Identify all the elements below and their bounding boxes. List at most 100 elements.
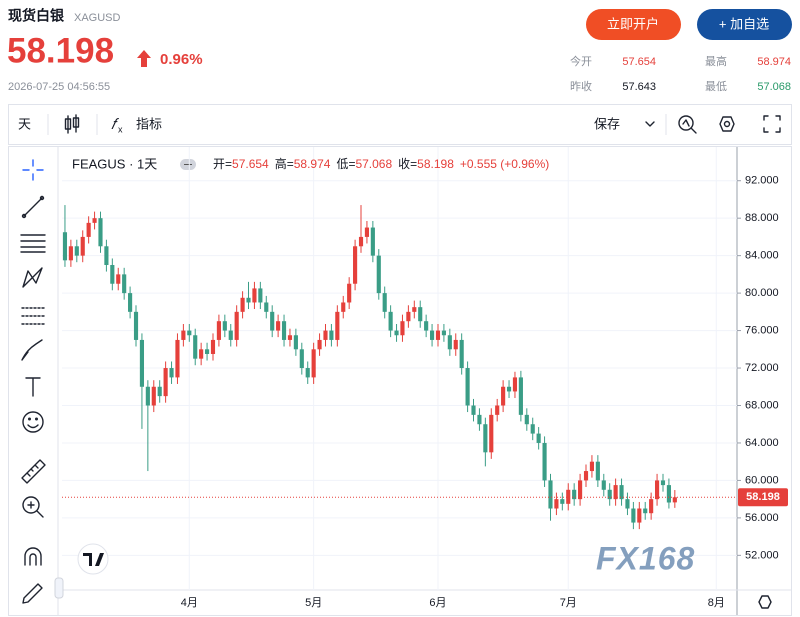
candle-body [175,339,180,378]
candle-body [589,461,595,472]
legend-change: +0.555 (+0.96%) [460,157,549,171]
candle-body [80,236,85,256]
legend-value: 57.068 [355,157,392,171]
candle-body [406,311,411,322]
candle-body [299,349,304,369]
y-tick-label: 76.000 [745,324,779,336]
candle-body [459,339,464,369]
indicators[interactable]: 指标 [136,116,162,131]
candle-body [347,283,352,303]
y-tick-label: 84.000 [745,250,779,262]
candle-body [199,349,204,359]
y-tick-label: 60.000 [745,474,779,486]
candle-body [216,321,221,340]
legend-value: 58.974 [294,157,331,171]
candle-body [501,386,506,406]
open-account-button[interactable] [586,9,681,40]
fx-icon-sub[interactable]: x [118,124,123,134]
fx-icon[interactable]: 𝑓 [111,116,120,133]
watchlist-label[interactable]: + 加自选 [719,16,769,31]
candle-body [495,405,500,415]
drawing-tools[interactable] [20,159,46,604]
y-tick-label: 92.000 [745,175,779,187]
legend-label: 开= [213,157,232,171]
save-menu[interactable] [645,121,655,127]
candle-body [110,265,115,284]
candle-body [388,311,393,331]
candle-body [654,480,660,500]
candle-body [104,246,109,266]
candle-body [181,330,186,340]
open-account-label[interactable]: 立即开户 [607,16,659,31]
candle-body [400,321,405,336]
candle-body [317,339,322,350]
candle-body [74,246,79,256]
candle-body [672,497,677,503]
candle-body [92,218,97,223]
x-tick-label: 7月 [560,597,577,609]
candle-body [566,489,571,504]
candle-body [270,311,275,331]
candle-body [465,368,470,406]
settings-icon-center[interactable] [723,120,731,128]
candle-body [477,414,482,425]
candle-body [341,302,346,312]
settings-icon[interactable] [719,116,735,132]
candle-body [151,386,156,406]
alert-icon[interactable] [678,115,697,134]
last-price-box [738,488,788,507]
candle-body [548,480,553,509]
legend-value: 58.198 [417,157,454,171]
candle-body [122,274,127,294]
save[interactable]: 保存 [594,116,620,131]
chart-frame [8,146,792,616]
candle-body [512,377,518,392]
candle-body [68,246,73,261]
candle-body [145,386,150,406]
toolbar [8,104,792,145]
stat-label: 今开 [570,54,592,68]
candle-body [554,499,559,509]
y-tick-label: 56.000 [745,512,779,524]
axis-settings[interactable] [758,595,772,609]
collapse-tab[interactable] [54,577,64,599]
candle-body [240,297,245,312]
symbol: XAGUSD [74,12,121,24]
candle-body [86,222,91,237]
stat-value: 58.974 [757,56,791,68]
y-tick-label: 88.000 [745,212,779,224]
candle-body [412,307,417,312]
fullscreen-icon[interactable] [763,115,781,133]
candle-body [489,414,494,453]
candle-body [335,311,340,340]
watchlist-button[interactable] [697,9,792,40]
candle-body [435,330,441,340]
last-price-label: 58.198 [746,491,780,503]
stat-label: 昨收 [570,79,592,93]
title: 现货白银 [8,8,65,24]
candle-body [163,368,168,397]
candle-body [572,489,577,500]
interval[interactable]: 天 [18,116,31,131]
candle-body [447,335,452,350]
candle-body [643,508,648,514]
up-arrow [137,50,151,67]
stat-value: 57.068 [757,81,791,93]
chart-type-icon[interactable] [64,114,80,134]
candle-body [281,321,287,340]
candle-body [252,288,257,303]
candle-body [204,349,210,354]
y-tick-label: 80.000 [745,287,779,299]
candle-body [98,218,103,247]
candle-body [364,227,370,237]
candle-body [376,255,381,294]
timestamp: 2026-07-25 04:56:55 [8,81,110,93]
y-tick-label: 64.000 [745,437,779,449]
candle-body [424,321,429,331]
x-tick-label: 6月 [429,597,446,609]
candle-body [453,339,458,350]
candle-body [169,368,174,378]
candle-body [276,321,281,331]
candle-body [613,485,618,500]
candle-body [62,232,68,261]
